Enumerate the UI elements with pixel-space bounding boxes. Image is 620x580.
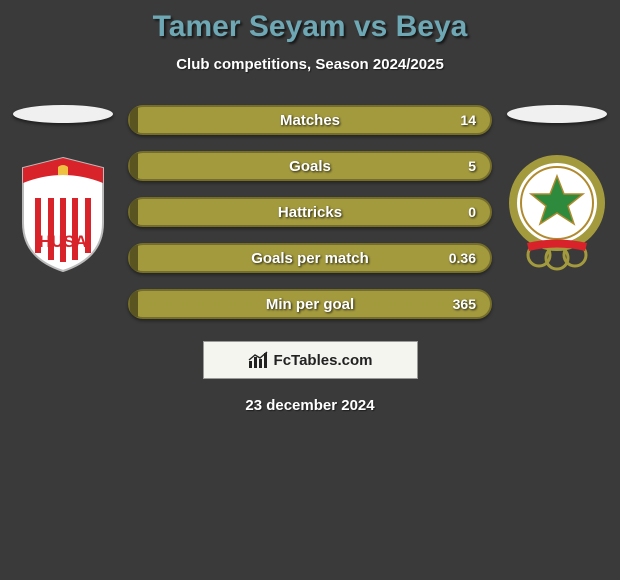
bar-left-cap	[130, 107, 138, 133]
left-name-pill	[13, 105, 113, 123]
stat-label: Goals	[289, 158, 331, 175]
stat-bar: Hattricks 0	[128, 197, 492, 227]
brand-text: FcTables.com	[274, 352, 373, 369]
stat-value-right: 5	[468, 158, 476, 174]
right-name-pill	[507, 105, 607, 123]
page-title: Tamer Seyam vs Beya	[0, 10, 620, 44]
bar-left-cap	[130, 199, 138, 225]
left-team-crest: HUSA	[13, 153, 113, 273]
stat-label: Hattricks	[278, 204, 342, 221]
date-line: 23 december 2024	[0, 397, 620, 414]
content-area: HUSA Matches 14 Goals 5 Hattricks 0	[0, 105, 620, 319]
stat-value-right: 0.36	[449, 250, 476, 266]
stat-bar: Min per goal 365	[128, 289, 492, 319]
stat-value-right: 365	[453, 296, 476, 312]
bar-left-cap	[130, 153, 138, 179]
stat-value-right: 14	[460, 112, 476, 128]
stat-label: Matches	[280, 112, 340, 129]
stat-bar: Goals per match 0.36	[128, 243, 492, 273]
stat-label: Goals per match	[251, 250, 369, 267]
circle-crest-icon	[507, 148, 607, 278]
right-team-crest	[507, 153, 607, 273]
stat-bar: Goals 5	[128, 151, 492, 181]
left-team-column: HUSA	[8, 105, 118, 273]
subtitle: Club competitions, Season 2024/2025	[0, 56, 620, 73]
shield-icon: HUSA	[13, 153, 113, 273]
brand-box: FcTables.com	[203, 341, 418, 379]
right-team-column	[502, 105, 612, 273]
stat-label: Min per goal	[266, 296, 354, 313]
bar-left-cap	[130, 245, 138, 271]
infographic-container: Tamer Seyam vs Beya Club competitions, S…	[0, 0, 620, 414]
stat-bars: Matches 14 Goals 5 Hattricks 0 Goals per…	[118, 105, 502, 319]
bar-chart-icon	[248, 351, 270, 369]
svg-text:HUSA: HUSA	[39, 232, 87, 251]
bar-left-cap	[130, 291, 138, 317]
stat-value-right: 0	[468, 204, 476, 220]
stat-bar: Matches 14	[128, 105, 492, 135]
